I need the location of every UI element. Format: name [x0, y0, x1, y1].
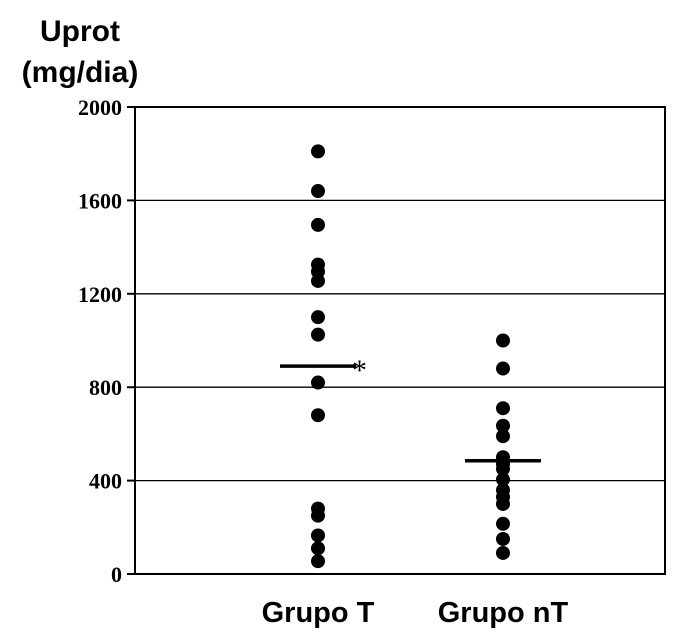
data-point: [496, 545, 510, 560]
y-tick-label: 1600: [78, 188, 122, 213]
data-point: [311, 541, 325, 556]
data-point: [311, 508, 325, 523]
data-point: [311, 273, 325, 288]
y-tick-label: 0: [111, 562, 122, 587]
data-point: [311, 408, 325, 423]
median-lines: *: [280, 354, 541, 463]
data-point: [496, 516, 510, 531]
plot-frame: [134, 106, 666, 575]
data-point: [311, 528, 325, 543]
data-point: [496, 461, 510, 476]
y-axis-ticks: 0 400 800 1200 1600 2000: [78, 95, 135, 587]
y-axis-title-line-2: (mg/dia): [22, 56, 139, 89]
data-point: [496, 361, 510, 376]
data-point: [496, 531, 510, 546]
y-tick-label: 400: [89, 469, 122, 494]
y-axis-title: Uprot (mg/dia): [22, 15, 139, 89]
y-tick-label: 2000: [78, 95, 122, 120]
y-axis-title-line-1: Uprot: [40, 15, 120, 48]
y-tick-label: 1200: [78, 282, 122, 307]
data-point: [496, 472, 510, 487]
gridlines: [135, 199, 665, 482]
data-point: [311, 310, 325, 325]
data-point: [311, 327, 325, 342]
x-axis-ticks: Grupo T Grupo nT: [262, 597, 569, 629]
data-point: [496, 401, 510, 416]
data-point: [496, 496, 510, 511]
x-tick-label: Grupo nT: [438, 597, 569, 629]
data-point: [311, 144, 325, 159]
y-tick-label: 800: [89, 375, 122, 400]
data-point: [496, 429, 510, 444]
data-points: [311, 144, 510, 569]
data-point: [496, 418, 510, 433]
x-tick-label: Grupo T: [262, 597, 375, 629]
data-point: [496, 333, 510, 348]
data-point: [311, 375, 325, 390]
data-point: [311, 554, 325, 569]
significance-annotation: *: [352, 354, 367, 387]
data-point: [311, 184, 325, 199]
data-point: [311, 217, 325, 232]
